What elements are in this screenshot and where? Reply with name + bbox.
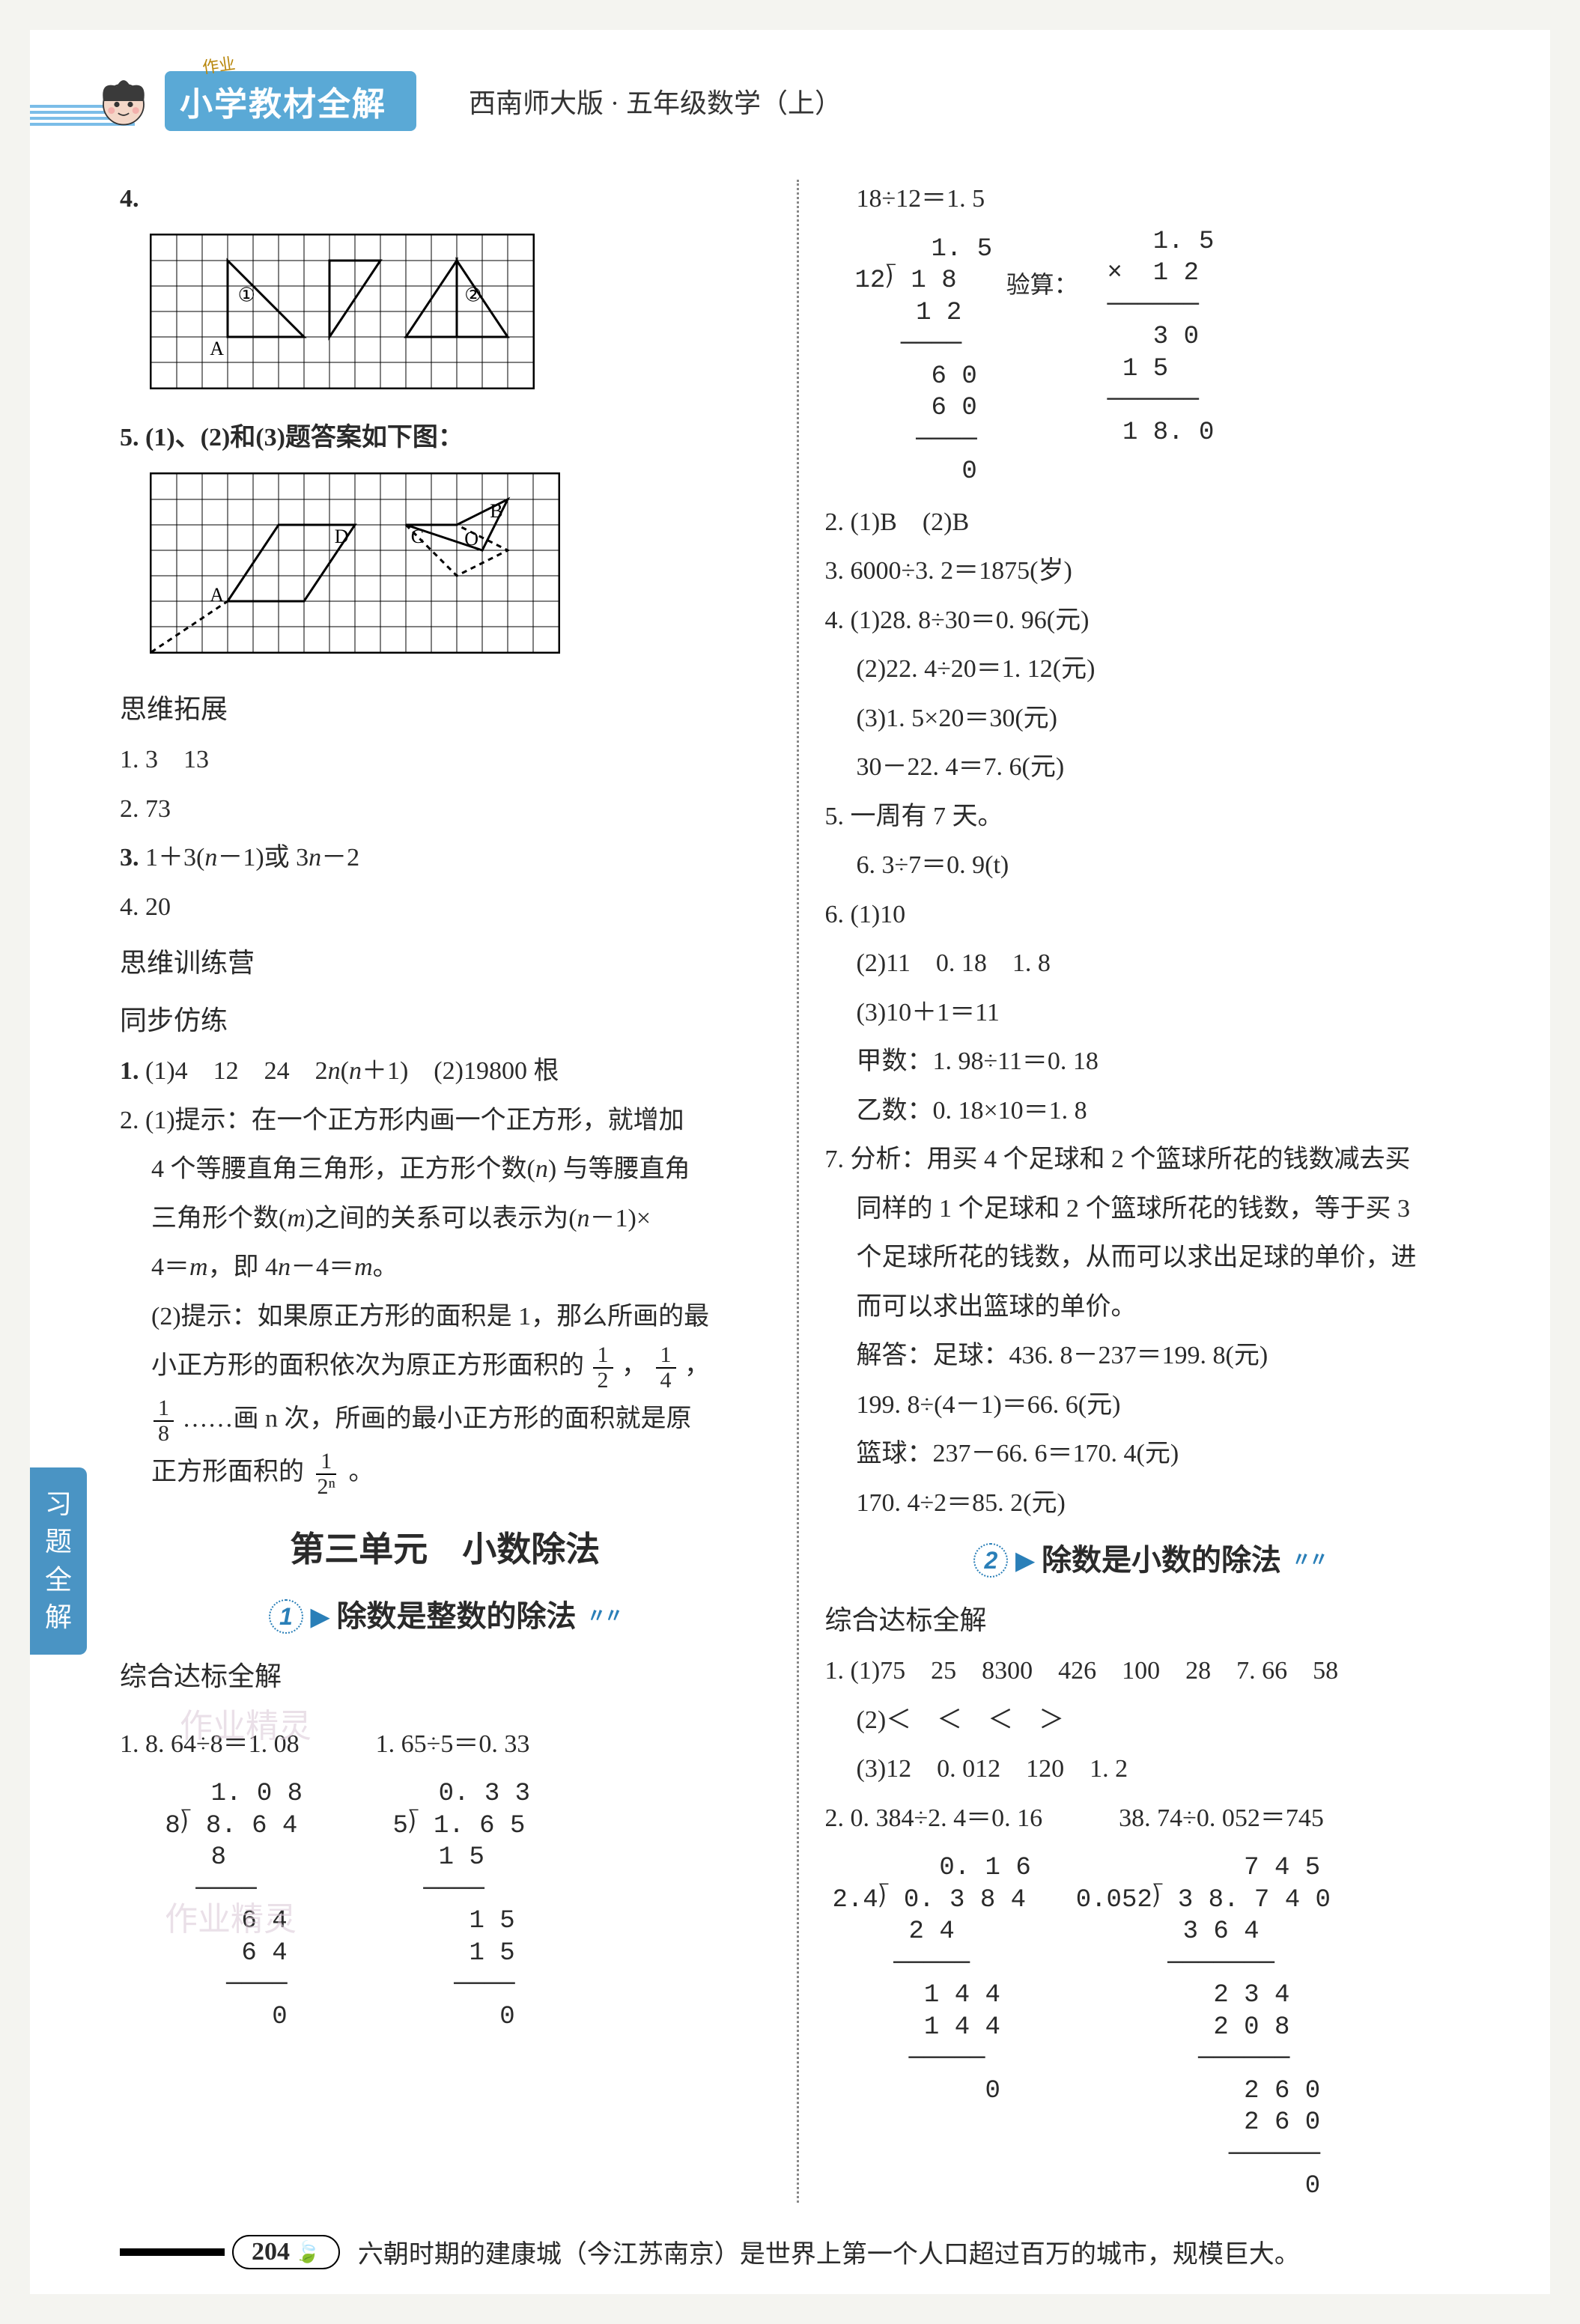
r1b: (2)＜ ＜ ＜ ＞ bbox=[825, 1698, 1476, 1743]
r1c: (3)12 0. 012 120 1. 2 bbox=[825, 1747, 1476, 1792]
long-division-5: 7 4 5 0.052⟌ 3 8. 7 4 0 3 6 4 ─────── 2 … bbox=[1076, 1852, 1331, 2203]
svg-text:①: ① bbox=[238, 284, 255, 305]
sync-2a: 2. (1)提示：在一个正方形内画一个正方形，就增加 bbox=[120, 1098, 771, 1143]
r-q2: 2. (1)B (2)B bbox=[825, 500, 1476, 545]
sync-2f: 小正方形的面积依次为原正方形面积的 12 ， 14 ， bbox=[120, 1343, 771, 1392]
book-subtitle: 西南师大版 · 五年级数学（上） bbox=[469, 82, 842, 121]
arrow-icon: ▶ bbox=[1015, 1539, 1034, 1581]
svg-text:C: C bbox=[411, 525, 424, 547]
sync-2e: (2)提示：如果原正方形的面积是 1，那么所画的最 bbox=[120, 1295, 771, 1339]
footer: 204 🍃 六朝时期的建康城（今江苏南京）是世界上第一个人口超过百万的城市，规模… bbox=[30, 2233, 1550, 2272]
q5-label: 5. (1)、(2)和(3)题答案如下图： bbox=[120, 416, 771, 460]
svg-text:D: D bbox=[335, 525, 349, 547]
r-q5a: 5. 一周有 7 天。 bbox=[825, 794, 1476, 839]
r-q4c: (3)1. 5×20＝30(元) bbox=[825, 696, 1476, 741]
r-q6c: (3)10＋1＝11 bbox=[825, 991, 1476, 1035]
tail-icon: 〃〃 bbox=[1292, 1543, 1326, 1578]
footer-rule bbox=[120, 2248, 225, 2256]
svg-text:A: A bbox=[210, 337, 224, 359]
sync-2b: 4 个等腰直角三角形，正方形个数(n) 与等腰直角 bbox=[120, 1147, 771, 1192]
sub-num-2: 2 bbox=[973, 1543, 1008, 1578]
grid-figure-2: A D C BO bbox=[150, 472, 560, 654]
unit-title: 第三单元 小数除法 bbox=[120, 1519, 771, 1580]
footer-trivia: 六朝时期的建康城（今江苏南京）是世界上第一个人口超过百万的城市，规模巨大。 bbox=[358, 2233, 1300, 2270]
long-division-4: 0. 1 6 2.4⟌ 0. 3 8 4 2 4 ───── 1 4 4 1 4… bbox=[833, 1852, 1031, 2107]
sync-2c: 三角形个数(m)之间的关系可以表示为(n－1)× bbox=[120, 1196, 771, 1241]
sub-text-1: 除数是整数的除法 bbox=[337, 1590, 577, 1643]
sync-2g: 18 ……画 n 次，所画的最小正方形的面积就是原 bbox=[120, 1396, 771, 1445]
frac-1-4: 14 bbox=[656, 1343, 676, 1392]
svg-text:②: ② bbox=[464, 284, 481, 305]
sync-2h: 正方形面积的 12ⁿ 。 bbox=[120, 1450, 771, 1498]
svg-text:B: B bbox=[490, 499, 502, 521]
r-q7a: 7. 分析：用买 4 个足球和 2 个篮球所花的钱数减去买 bbox=[825, 1137, 1476, 1182]
sw-2: 2. 73 bbox=[120, 787, 771, 832]
side-tab: 习题全解 bbox=[30, 1467, 87, 1655]
header: 作业 小学教材全解 西南师大版 · 五年级数学（上） bbox=[30, 30, 1550, 150]
content-columns: 4. ①②A 5. (1)、(2)和(3)题答案如下图： ADCBO 思维拓展 … bbox=[30, 150, 1550, 2210]
r-q7d: 而可以求出篮球的单价。 bbox=[825, 1285, 1476, 1330]
check-label: 验算： bbox=[1006, 226, 1078, 305]
page: 作业 小学教材全解 西南师大版 · 五年级数学（上） 习题全解 4. ① ② A 5… bbox=[30, 30, 1550, 2294]
r-q4b: (2)22. 4÷20＝1. 12(元) bbox=[825, 647, 1476, 692]
r-q6a: 6. (1)10 bbox=[825, 892, 1476, 937]
subtopic-1: 1 ▶ 除数是整数的除法 〃〃 bbox=[120, 1590, 771, 1643]
r-q6b: (2)11 0. 18 1. 8 bbox=[825, 941, 1476, 986]
r-q3: 3. 6000÷3. 2＝1875(岁) bbox=[825, 549, 1476, 594]
sync-1: 1. (1)4 12 24 2n(n＋1) (2)19800 根 bbox=[120, 1049, 771, 1094]
sw-3: 3. 1＋3(n－1)或 3n－2 bbox=[120, 836, 771, 880]
frac-1-2: 12 bbox=[593, 1343, 613, 1392]
left-column: 4. ①②A 5. (1)、(2)和(3)题答案如下图： ADCBO 思维拓展 … bbox=[120, 172, 797, 2210]
r1a: 1. (1)75 25 8300 426 100 28 7. 66 58 bbox=[825, 1649, 1476, 1694]
r-q7g: 篮球：237－66. 6＝170. 4(元) bbox=[825, 1432, 1476, 1476]
sw-1: 1. 3 13 bbox=[120, 737, 771, 782]
svg-text:A: A bbox=[210, 584, 224, 606]
frac-1-8: 18 bbox=[154, 1396, 174, 1445]
r2: 2. 0. 384÷2. 4＝0. 16 38. 74÷0. 052＝745 bbox=[825, 1796, 1476, 1841]
right-column: 18÷12＝1. 5 1. 5 12⟌ 1 8 1 2 ──── 6 0 6 0… bbox=[799, 172, 1476, 2210]
section-zonghe: 综合达标全解 bbox=[120, 1653, 771, 1700]
r-q7e: 解答：足球：436. 8－237＝199. 8(元) bbox=[825, 1333, 1476, 1378]
r-q7h: 170. 4÷2＝85. 2(元) bbox=[825, 1481, 1476, 1526]
tail-icon: 〃〃 bbox=[587, 1599, 622, 1634]
longdiv-row-2: 0. 1 6 2.4⟌ 0. 3 8 4 2 4 ───── 1 4 4 1 4… bbox=[825, 1845, 1476, 2210]
sub-text-2: 除数是小数的除法 bbox=[1042, 1534, 1281, 1587]
page-number: 204 🍃 bbox=[232, 2235, 340, 2269]
r-q6e: 乙数：0. 18×10＝1. 8 bbox=[825, 1089, 1476, 1134]
longdiv-row-1: 1. 0 8 8⟌ 8. 6 4 8 ──── 6 4 6 4 ──── 0 0… bbox=[120, 1771, 771, 2040]
multiplication-check: 1. 5 × 1 2 ────── 3 0 1 5 ────── 1 8. 0 bbox=[1092, 226, 1214, 449]
r-q7c: 个足球所花的钱数，从而可以求出足球的单价，进 bbox=[825, 1235, 1476, 1280]
q4-label: 4. bbox=[120, 177, 771, 222]
r-q7b: 同样的 1 个足球和 2 个篮球所花的钱数，等于买 3 bbox=[825, 1187, 1476, 1232]
r-top: 18÷12＝1. 5 bbox=[825, 177, 1476, 222]
subtopic-2: 2 ▶ 除数是小数的除法 〃〃 bbox=[825, 1534, 1476, 1587]
section-camp: 思维训练营 bbox=[120, 940, 771, 987]
long-division-3: 1. 5 12⟌ 1 8 1 2 ──── 6 0 6 0 ──── 0 bbox=[855, 234, 993, 488]
r-q6d: 甲数：1. 98÷11＝0. 18 bbox=[825, 1039, 1476, 1084]
speech-bubble: 作业 bbox=[201, 50, 237, 79]
check-row: 1. 5 12⟌ 1 8 1 2 ──── 6 0 6 0 ──── 0 验算：… bbox=[855, 226, 1476, 496]
r-q5b: 6. 3÷7＝0. 9(t) bbox=[825, 843, 1476, 888]
r-q4a: 4. (1)28. 8÷30＝0. 96(元) bbox=[825, 598, 1476, 643]
section-sync: 同步仿练 bbox=[120, 997, 771, 1044]
book-title-badge: 小学教材全解 bbox=[165, 71, 416, 131]
sync-2d: 4＝m，即 4n－4＝m。 bbox=[120, 1245, 771, 1290]
long-division-2: 0. 3 3 5⟌ 1. 6 5 1 5 ──── 1 5 1 5 ──── 0 bbox=[377, 1778, 530, 2033]
sw-4: 4. 20 bbox=[120, 885, 771, 930]
mascot-icon bbox=[90, 67, 157, 135]
r-q7f: 199. 8÷(4－1)＝66. 6(元) bbox=[825, 1383, 1476, 1428]
svg-text:O: O bbox=[464, 528, 478, 550]
r-q4d: 30－22. 4＝7. 6(元) bbox=[825, 745, 1476, 790]
zh-1: 1. 8. 64÷8＝1. 08 1. 65÷5＝0. 33 bbox=[120, 1722, 771, 1767]
frac-1-2n: 12ⁿ bbox=[313, 1450, 340, 1498]
section-siwei: 思维拓展 bbox=[120, 686, 771, 733]
arrow-icon: ▶ bbox=[311, 1596, 329, 1637]
grid-figure-1: ① ② A bbox=[150, 234, 535, 389]
leaf-icon: 🍃 bbox=[294, 2239, 320, 2265]
long-division-1: 1. 0 8 8⟌ 8. 6 4 8 ──── 6 4 6 4 ──── 0 bbox=[150, 1778, 303, 2033]
text: 小正方形的面积依次为原正方形面积的 bbox=[151, 1351, 591, 1379]
section-zonghe-2: 综合达标全解 bbox=[825, 1597, 1476, 1644]
sub-num-1: 1 bbox=[269, 1599, 303, 1634]
